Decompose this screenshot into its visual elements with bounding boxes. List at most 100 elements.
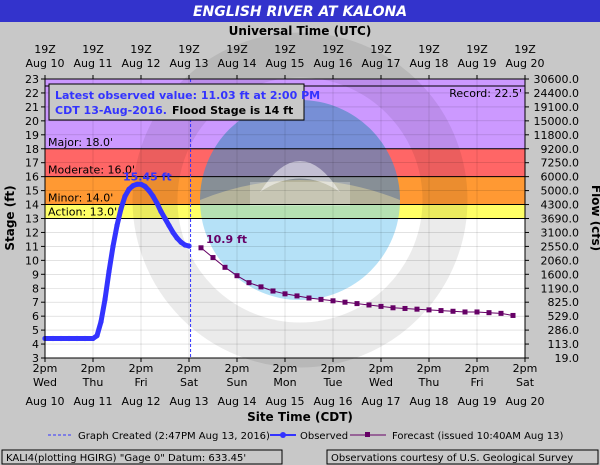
right-tick-label: 4300.0 [541, 199, 580, 212]
bottom-tick-weekday: Sat [180, 376, 199, 389]
observed-point [90, 335, 96, 342]
chart-title: ENGLISH RIVER AT KALONA [193, 4, 407, 20]
observed-point [106, 268, 112, 275]
left-tick-label: 18 [25, 143, 39, 156]
left-tick-label: 5 [32, 324, 39, 337]
legend-created-label: Graph Created (2:47PM Aug 13, 2016) [78, 431, 270, 442]
observed-point [186, 243, 192, 249]
bottom-tick-weekday: Sun [227, 376, 248, 389]
left-tick-label: 9 [32, 268, 39, 281]
forecast-point [234, 273, 240, 279]
left-tick-label: 19 [25, 129, 39, 142]
observed-point [178, 239, 184, 245]
top-tick-time: 19Z [130, 43, 152, 56]
right-tick-label: 2550.0 [541, 240, 580, 253]
left-tick-label: 14 [25, 199, 39, 212]
forecast-point [294, 293, 300, 299]
forecast-point [426, 307, 432, 313]
bottom-tick-date: Aug 10 [26, 395, 65, 408]
forecast-point [258, 284, 264, 290]
forecast-point [318, 296, 324, 302]
annotations: 15.45 ft 10.9 ft [123, 170, 247, 245]
bottom-tick-time: 2pm [369, 362, 394, 375]
observed-point [98, 319, 104, 325]
forecast-point [378, 303, 384, 309]
top-tick-date: Aug 14 [218, 57, 257, 70]
observed-point [118, 206, 124, 212]
bottom-tick-weekday: Tue [323, 376, 343, 389]
info-line-2: CDT 13-Aug-2016. Flood Stage is 14 ft [55, 104, 293, 117]
top-tick-date: Aug 16 [314, 57, 353, 70]
left-tick-label: 22 [25, 87, 39, 100]
bottom-tick-time: 2pm [129, 362, 154, 375]
left-tick-label: 16 [25, 171, 39, 184]
observed-point [142, 183, 148, 190]
bottom-tick-time: 2pm [417, 362, 442, 375]
right-tick-label: 529.0 [548, 310, 580, 323]
forecast-point [474, 309, 480, 315]
left-tick-label: 21 [25, 101, 39, 114]
record-label: Record: 22.5' [449, 87, 522, 100]
right-tick-label: 9200.0 [541, 143, 580, 156]
left-tick-label: 3 [32, 352, 39, 365]
bottom-tick-time: 2pm [273, 362, 298, 375]
bottom-tick-time: 2pm [321, 362, 346, 375]
observed-point [174, 235, 180, 241]
left-tick-label: 15 [25, 185, 39, 198]
bottom-tick-time: 2pm [225, 362, 250, 375]
observed-point [154, 200, 160, 206]
bottom-tick-weekday: Thu [418, 376, 440, 389]
threshold-label-minor: Minor: 14.0' [48, 192, 113, 205]
observed-point [110, 243, 116, 249]
y-axis-right-label: Flow (cfs) [589, 185, 600, 251]
bottom-tick-date: Aug 13 [170, 395, 209, 408]
right-tick-label: 5000.0 [541, 185, 580, 198]
forecast-point [498, 310, 504, 316]
top-tick-date: Aug 10 [26, 57, 65, 70]
observed-point [94, 333, 100, 339]
left-tick-label: 12 [25, 226, 39, 239]
observed-point [134, 181, 140, 187]
observed-point [150, 193, 156, 199]
left-tick-label: 7 [32, 296, 39, 309]
top-tick-time: 19Z [418, 43, 440, 56]
observed-point [74, 335, 80, 342]
bottom-tick-weekday: Mon [273, 376, 296, 389]
right-tick-label: 3690.0 [541, 213, 580, 226]
right-tick-label: 113.0 [548, 338, 580, 351]
left-tick-label: 10 [25, 254, 39, 267]
right-tick-label: 15000.0 [534, 115, 580, 128]
left-tick-label: 11 [25, 240, 39, 253]
top-tick-time: 19Z [34, 43, 56, 56]
observed-point [114, 222, 120, 229]
threshold-label-major: Major: 18.0' [48, 136, 113, 149]
bottom-tick-weekday: Fri [470, 376, 483, 389]
crest-label: 15.45 ft [123, 170, 172, 183]
top-tick-date: Aug 19 [458, 57, 497, 70]
watermark-sky [200, 100, 400, 200]
watermark-water [200, 100, 400, 300]
right-axis-ticks: 19.0113.0286.0529.0825.01190.01600.02060… [525, 73, 579, 365]
top-tick-time: 19Z [466, 43, 488, 56]
observed-point [122, 193, 128, 199]
footer: KALI4(plotting HGIRG) "Gage 0" Datum: 63… [1, 449, 599, 465]
top-tick-time: 19Z [322, 43, 344, 56]
right-tick-label: 3100.0 [541, 226, 580, 239]
bottom-tick-date: Aug 18 [410, 395, 449, 408]
footer-right-box [326, 449, 599, 465]
top-axis-title: Universal Time (UTC) [229, 24, 372, 38]
legend-observed-label: Observed [300, 431, 348, 442]
top-tick-time: 19Z [178, 43, 200, 56]
forecast-point [246, 280, 252, 286]
forecast-point [450, 308, 456, 314]
forecast-point [462, 309, 468, 315]
top-tick-time: 19Z [274, 43, 296, 56]
observed-point [130, 183, 136, 189]
top-tick-time: 19Z [514, 43, 536, 56]
footer-right-text: Observations courtesy of U.S. Geological… [331, 453, 573, 464]
observed-point [138, 181, 144, 187]
legend-forecast-marker [365, 432, 370, 437]
info-line-1: Latest observed value: 11.03 ft at 2:00 … [55, 89, 320, 102]
